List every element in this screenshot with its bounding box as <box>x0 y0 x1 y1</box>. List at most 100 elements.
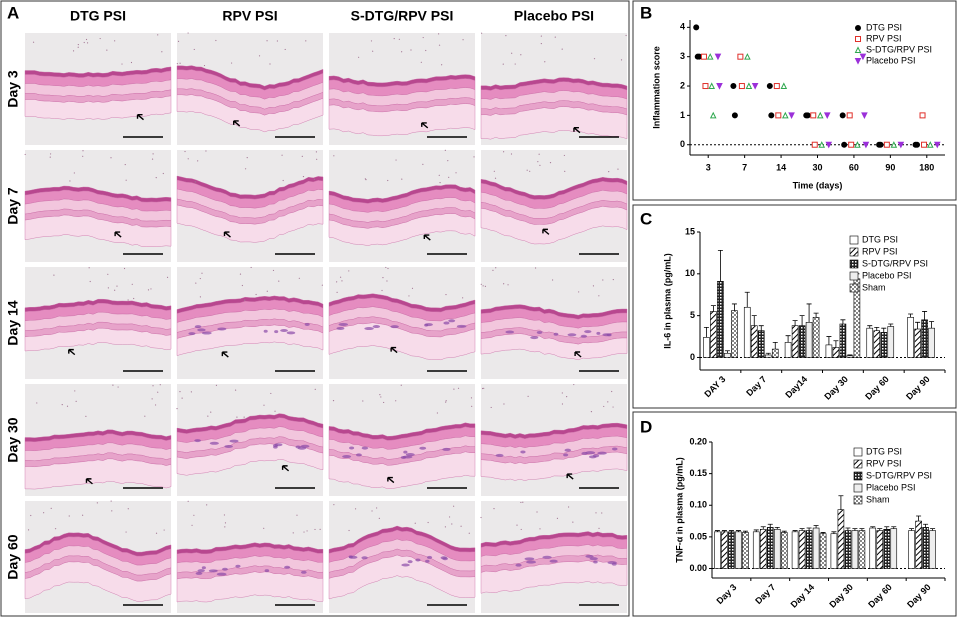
speck <box>163 529 165 531</box>
speck <box>258 55 261 57</box>
gland <box>607 561 617 565</box>
column-label: S-DTG/RPV PSI <box>351 8 454 24</box>
data-point <box>788 112 795 119</box>
speck <box>451 523 453 525</box>
bar <box>825 344 833 358</box>
speck <box>544 61 546 63</box>
error-bar <box>742 530 748 533</box>
speck <box>282 179 284 182</box>
gland <box>567 333 577 337</box>
speck <box>598 295 600 297</box>
gland <box>194 439 201 443</box>
speck <box>339 276 342 278</box>
speck <box>89 280 91 283</box>
gland <box>201 566 206 570</box>
data-point <box>706 53 714 60</box>
speck <box>278 280 280 282</box>
speck <box>241 284 243 287</box>
y-tick-label: 4 <box>680 22 685 32</box>
gland <box>348 555 358 559</box>
error-bar <box>721 530 727 532</box>
arrow <box>423 234 431 241</box>
speck <box>73 172 75 174</box>
speck <box>302 175 305 178</box>
speck <box>401 178 403 180</box>
legend-swatch <box>849 247 859 257</box>
speck <box>387 179 389 182</box>
speck <box>49 153 52 155</box>
data-point <box>780 82 788 90</box>
bar <box>771 348 779 358</box>
speck <box>30 514 32 517</box>
histology-image <box>480 383 628 496</box>
speck <box>493 508 495 510</box>
error-bar <box>806 303 812 323</box>
speck <box>468 532 470 534</box>
speck <box>147 289 150 291</box>
speck <box>398 38 400 40</box>
speck <box>598 527 600 529</box>
legend-swatch <box>853 447 863 457</box>
y-tick-label: 0.10 <box>689 500 707 510</box>
tissue-layer <box>24 561 172 602</box>
histology-image <box>480 501 628 613</box>
speck <box>74 390 76 392</box>
gland <box>342 455 352 459</box>
speck <box>408 295 410 297</box>
speck <box>184 150 186 153</box>
speck <box>151 158 154 160</box>
speck <box>602 279 604 281</box>
speck <box>263 404 265 406</box>
bar <box>846 355 854 358</box>
histology-image <box>24 150 172 262</box>
data-point <box>933 141 941 149</box>
speck <box>537 161 539 163</box>
speck <box>236 416 238 418</box>
y-tick-label: 0.05 <box>689 531 707 541</box>
x-tick-label: Day14 <box>783 374 809 400</box>
speck <box>319 528 321 530</box>
speck <box>612 406 614 408</box>
x-tick-label: Day 60 <box>863 374 891 402</box>
speck <box>365 179 367 181</box>
error-bar <box>826 336 832 345</box>
tissue-layer <box>176 204 324 243</box>
error-bar <box>888 323 894 327</box>
x-tick-label: Day 14 <box>789 582 817 610</box>
histology-image <box>24 384 172 496</box>
speck <box>566 396 568 398</box>
speck <box>250 266 252 269</box>
data-point <box>839 112 846 119</box>
x-tick-label: Day 30 <box>822 374 850 402</box>
error-bar <box>813 525 819 529</box>
gland <box>530 336 539 340</box>
panel-b-border <box>632 0 957 201</box>
data-point <box>841 141 848 148</box>
speck <box>372 50 374 52</box>
speck <box>520 54 522 56</box>
error-bar <box>820 532 826 534</box>
speck <box>266 40 268 42</box>
legend-label: RPV PSI <box>866 33 902 43</box>
speck <box>152 153 154 155</box>
speck <box>157 391 159 393</box>
speck <box>593 58 596 60</box>
speck <box>54 528 57 530</box>
gland <box>526 560 537 564</box>
speck <box>556 517 559 519</box>
speck <box>362 400 364 402</box>
speck <box>578 291 580 293</box>
data-point <box>811 141 818 148</box>
speck <box>422 36 424 39</box>
error-bar <box>799 528 805 531</box>
error-bar <box>781 530 787 533</box>
arrow <box>542 228 550 235</box>
speck <box>332 400 335 402</box>
error-bar <box>874 326 880 331</box>
speck <box>154 404 157 406</box>
speck <box>445 293 447 296</box>
speck <box>292 532 294 534</box>
row-label: Day 30 <box>5 417 21 462</box>
tissue-layer <box>24 458 172 490</box>
speck <box>194 181 196 183</box>
